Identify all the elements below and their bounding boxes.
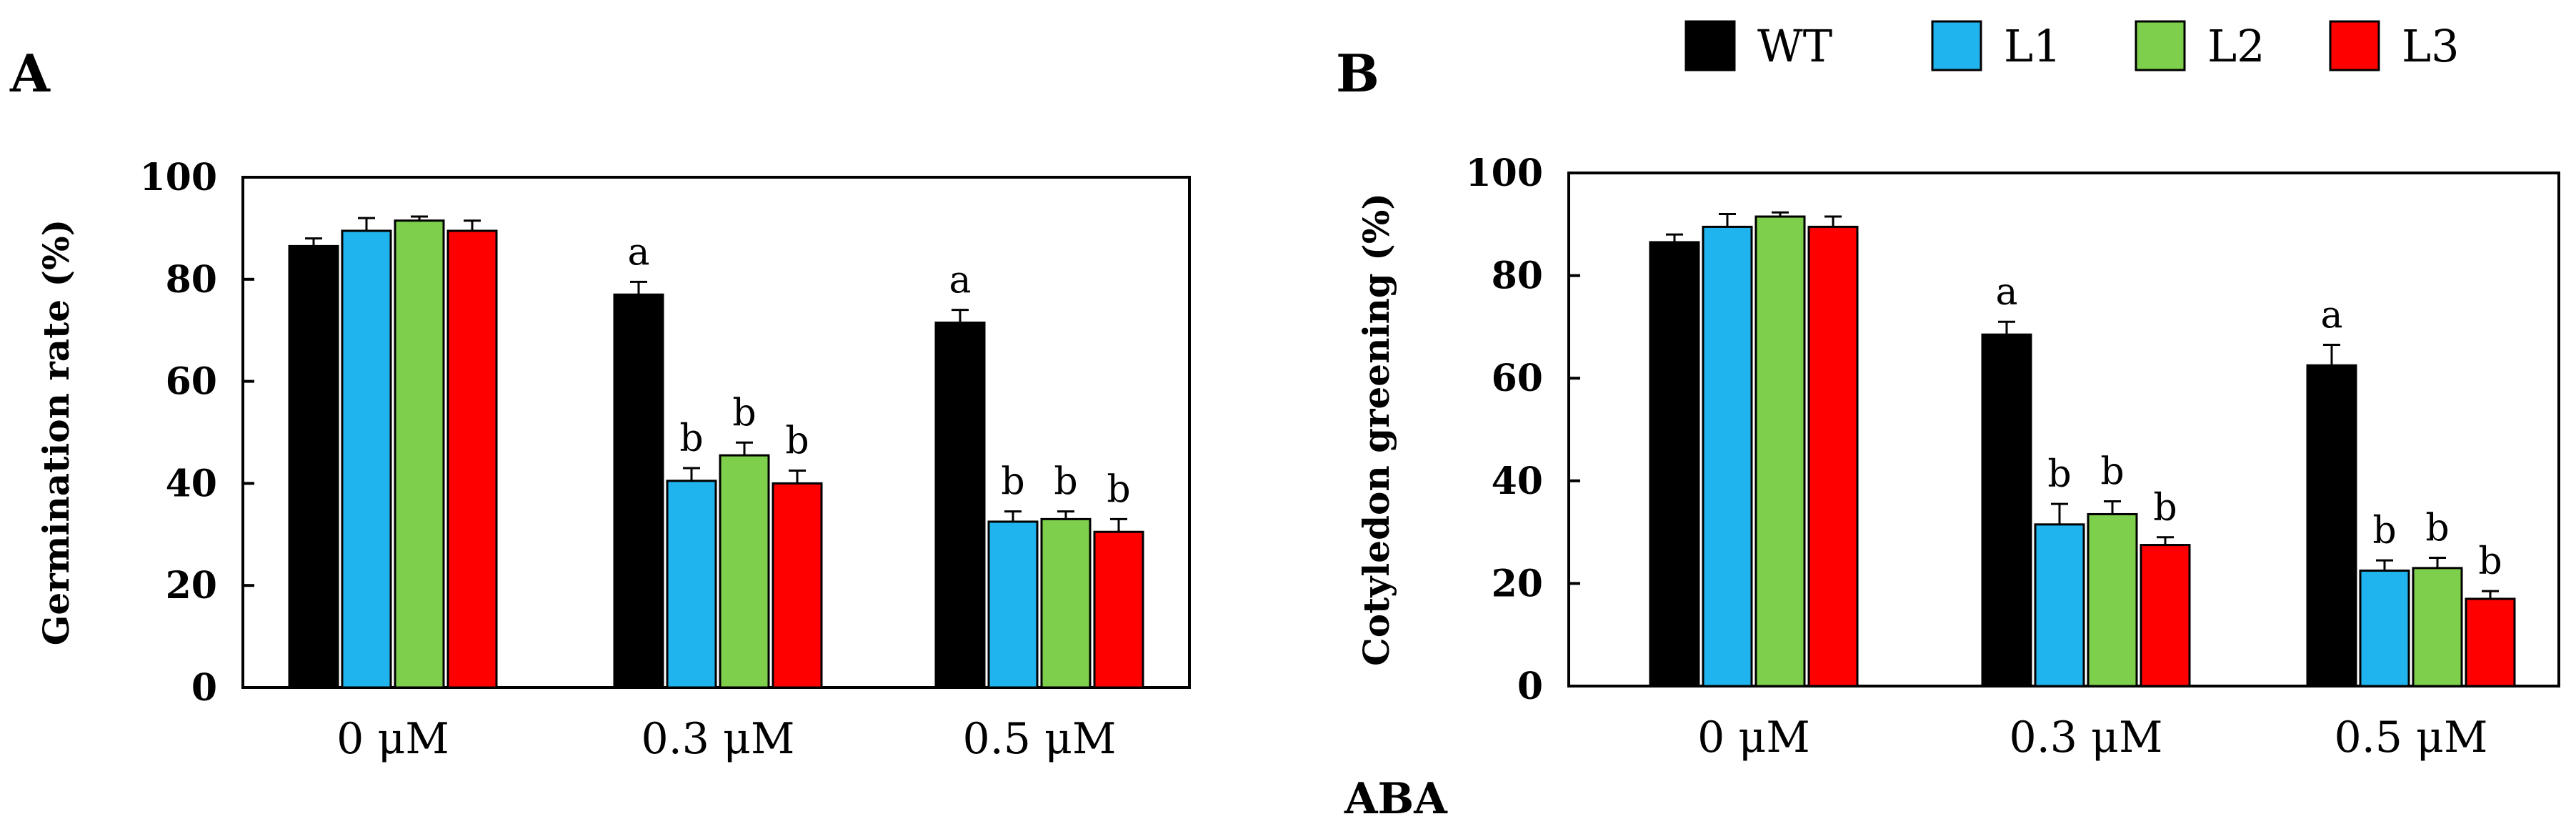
significance-label: b xyxy=(2153,487,2177,530)
panel-b-letter: B xyxy=(1336,43,1379,104)
bar-wt xyxy=(1649,241,1700,687)
significance-label: b xyxy=(732,392,756,435)
significance-label: b xyxy=(1107,468,1130,511)
panel-b: B 0 20 40 60 80 100 Cotyledon greening (%) 0 μM… xyxy=(1336,43,2560,763)
y-tick-label: 60 xyxy=(1492,357,1543,400)
y-tick-label: 0 xyxy=(191,666,217,710)
bar-l2 xyxy=(394,219,445,689)
bar-wt xyxy=(1981,333,2032,687)
y-tick-label: 60 xyxy=(166,360,217,404)
bar-l3 xyxy=(2140,544,2191,687)
legend-swatch-l1 xyxy=(1931,20,1982,71)
y-axis-title: Germination rate (%) xyxy=(35,219,77,646)
significance-label: b xyxy=(2372,510,2396,552)
bar-l1 xyxy=(666,480,717,689)
legend-label-l1: L1 xyxy=(2004,20,2062,72)
panel-a-letter: A xyxy=(9,43,51,104)
x-category-label: 0 μM xyxy=(336,714,449,764)
significance-label: b xyxy=(2100,451,2124,494)
legend-label-l2: L2 xyxy=(2207,20,2265,72)
x-category-label: 0 μM xyxy=(1697,713,1810,763)
bar-l1 xyxy=(987,520,1039,689)
significance-label: a xyxy=(627,231,649,274)
x-category-label: 0.5 μM xyxy=(963,714,1117,764)
bar-l2 xyxy=(719,454,770,689)
bar-wt xyxy=(288,244,339,689)
y-tick-label: 80 xyxy=(166,258,217,302)
bar-l3 xyxy=(446,229,498,689)
y-tick-label: 20 xyxy=(1492,562,1543,605)
significance-label: a xyxy=(1995,271,2017,314)
y-tick-label: 40 xyxy=(166,462,217,505)
legend-swatch-l3 xyxy=(2329,20,2380,71)
bar-l3 xyxy=(772,482,823,689)
y-tick-label: 80 xyxy=(1492,254,1543,298)
x-category-label: 0.5 μM xyxy=(2335,713,2488,763)
y-tick-label: 20 xyxy=(166,564,217,607)
significance-label: a xyxy=(949,259,971,302)
bar-l3 xyxy=(2465,597,2516,687)
bar-l2 xyxy=(2087,512,2138,687)
y-axis-title: Cotyledon greening (%) xyxy=(1355,193,1397,666)
significance-label: b xyxy=(2478,540,2502,583)
bar-l3 xyxy=(1807,225,1859,687)
legend-label-l3: L3 xyxy=(2402,20,2460,72)
bar-l1 xyxy=(2034,523,2085,687)
bar-wt xyxy=(2306,364,2357,687)
y-tick-label: 0 xyxy=(1517,665,1543,708)
bar-l3 xyxy=(1093,530,1144,689)
y-tick-label: 100 xyxy=(1465,152,1543,195)
bar-l1 xyxy=(1702,225,1753,687)
bar-l1 xyxy=(341,229,392,689)
panel-a: A 0 20 40 60 80 100 Germination rate (%) 0 μM a b… xyxy=(9,43,1191,764)
bar-l1 xyxy=(2359,569,2410,687)
significance-label: b xyxy=(2047,453,2071,496)
significance-label: b xyxy=(785,420,809,463)
y-tick-label: 100 xyxy=(139,156,217,199)
significance-label: b xyxy=(1001,461,1024,504)
bar-wt xyxy=(613,293,664,689)
significance-label: b xyxy=(679,417,703,460)
significance-label: a xyxy=(2320,294,2342,337)
bar-l2 xyxy=(1040,517,1092,689)
bar-wt xyxy=(934,321,986,689)
legend: WT L1 L2 L3 xyxy=(1684,20,2460,72)
y-tick-label: 40 xyxy=(1492,460,1543,503)
bar-l2 xyxy=(1754,215,1806,687)
x-category-label: 0.3 μM xyxy=(2010,713,2163,763)
legend-swatch-l2 xyxy=(2135,20,2186,71)
x-axis-title: ABA xyxy=(1344,774,1448,824)
x-category-label: 0.3 μM xyxy=(641,714,795,764)
significance-label: b xyxy=(1054,461,1077,504)
legend-label-wt: WT xyxy=(1757,20,1832,72)
significance-label: b xyxy=(2425,507,2449,550)
bar-l2 xyxy=(2412,567,2463,687)
legend-swatch-wt xyxy=(1684,20,1736,71)
